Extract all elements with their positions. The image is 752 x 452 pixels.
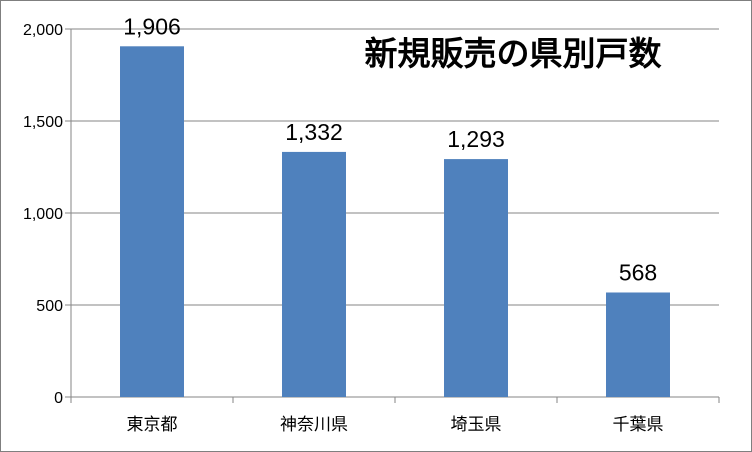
x-tick-label: 千葉県 xyxy=(613,415,664,435)
y-tick-label: 1,000 xyxy=(23,206,63,223)
y-tick-label: 500 xyxy=(36,298,63,315)
y-tick-label: 2,000 xyxy=(23,22,63,39)
x-tick-label: 埼玉県 xyxy=(451,415,502,435)
y-tick-label: 0 xyxy=(54,390,63,407)
data-label: 1,293 xyxy=(447,126,505,152)
x-tick-label: 東京都 xyxy=(127,415,178,435)
bar xyxy=(444,159,508,397)
labels: 0 500 1,000 1,500 2,000 1,906 東京都 1,332 神奈川県 1,29… xyxy=(23,13,664,435)
chart-title: 新規販売の県別戸数 xyxy=(365,34,663,73)
bar xyxy=(282,151,346,397)
bar xyxy=(606,292,670,397)
y-tick-label: 1,500 xyxy=(23,114,63,131)
bar xyxy=(120,46,184,398)
x-tick-label: 神奈川県 xyxy=(280,415,348,435)
data-label: 568 xyxy=(619,259,657,285)
data-label: 1,906 xyxy=(123,13,181,39)
data-label: 1,332 xyxy=(285,119,343,145)
bars xyxy=(120,46,670,398)
